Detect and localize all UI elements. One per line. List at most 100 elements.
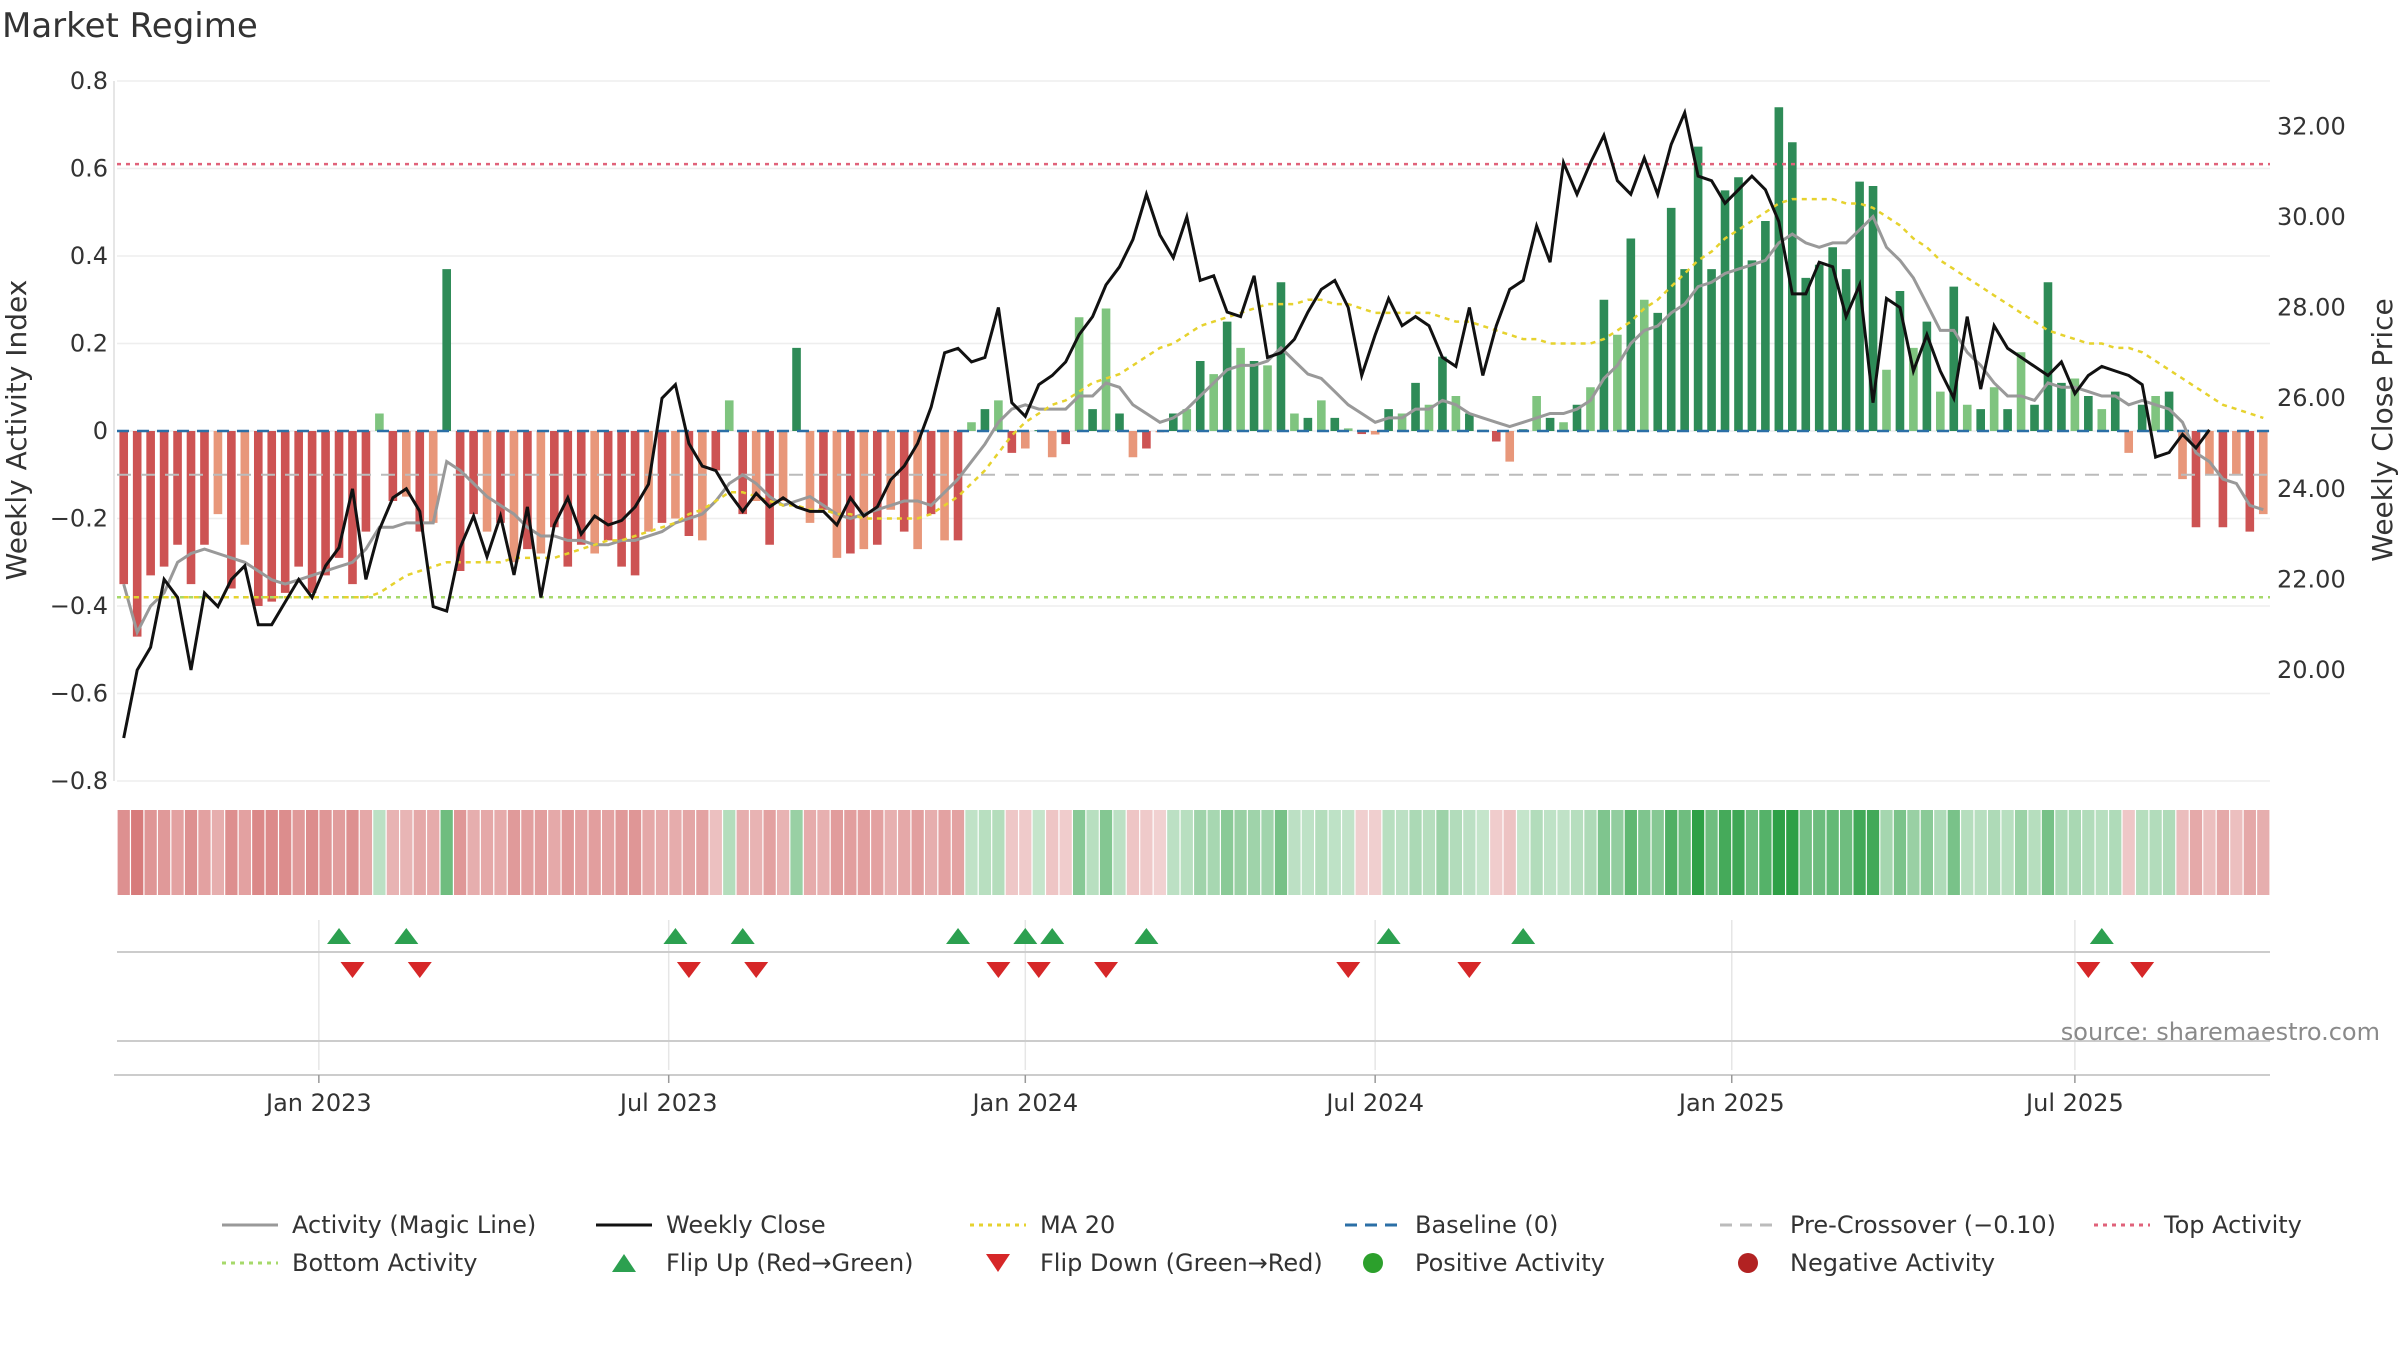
regime-cell — [1019, 810, 1032, 895]
regime-cell — [2230, 810, 2243, 895]
activity-bar — [617, 431, 626, 567]
legend-swatch-dot — [1363, 1253, 1383, 1273]
activity-bar — [603, 431, 613, 541]
activity-bar — [523, 431, 532, 550]
activity-bar — [294, 431, 303, 567]
activity-bar — [1707, 269, 1716, 431]
legend-item: MA 20 — [970, 1211, 1115, 1239]
y-tick-label: 0.6 — [70, 155, 108, 183]
regime-cell — [2162, 810, 2176, 895]
regime-cell — [1422, 810, 1436, 895]
regime-cell — [480, 810, 494, 895]
regime-cell — [131, 810, 144, 895]
flip-up-marker — [327, 928, 352, 944]
y-tick-label: 0.8 — [70, 67, 108, 95]
activity-bar — [146, 431, 155, 576]
x-tick-label: Jul 2024 — [1324, 1089, 1424, 1117]
y-axis-label: Weekly Activity Index — [0, 280, 33, 581]
regime-cell — [857, 810, 870, 895]
regime-cell — [776, 810, 790, 895]
activity-bar — [2084, 396, 2093, 431]
regime-cell — [413, 810, 426, 895]
regime-cell — [1436, 810, 1449, 895]
flip-up-marker — [1511, 928, 1536, 944]
legend-label: Positive Activity — [1415, 1249, 1605, 1277]
activity-bar — [1317, 400, 1326, 431]
activity-bar — [926, 431, 936, 515]
regime-cell — [1651, 810, 1664, 895]
regime-cell — [507, 810, 521, 895]
regime-cell — [1221, 810, 1234, 895]
regime-cell — [1261, 810, 1274, 895]
regime-cell — [427, 810, 440, 895]
regime-cell — [2095, 810, 2108, 895]
regime-cell — [2243, 810, 2256, 895]
legend-item: Flip Up (Red→Green) — [612, 1249, 914, 1277]
regime-cell — [2014, 810, 2028, 895]
regime-cell — [1732, 810, 1745, 895]
regime-cell — [1866, 810, 1880, 895]
regime-cell — [252, 810, 265, 895]
regime-cell — [238, 810, 251, 895]
activity-bar — [711, 431, 721, 471]
x-tick-label: Jan 2024 — [970, 1089, 1078, 1117]
activity-bar — [1936, 391, 1945, 431]
activity-bar — [2151, 396, 2160, 431]
activity-bar — [846, 431, 855, 554]
regime-cell — [332, 810, 346, 895]
activity-bar — [967, 422, 976, 431]
regime-cell — [1584, 810, 1597, 895]
activity-bar — [872, 431, 882, 545]
activity-bar — [819, 431, 828, 510]
regime-cell — [1369, 810, 1382, 895]
regime-cell — [1786, 810, 1799, 895]
legend-label: Flip Up (Red→Green) — [666, 1249, 914, 1277]
regime-cell — [1342, 810, 1355, 895]
activity-bar — [1949, 286, 1959, 431]
ma20-series — [123, 197, 2264, 599]
flip-down-marker — [1026, 962, 1051, 978]
activity-bar — [751, 431, 761, 501]
regime-cell — [454, 810, 467, 895]
regime-cell — [561, 810, 574, 895]
regime-cell — [1893, 810, 1907, 895]
regime-cell — [1705, 810, 1718, 895]
activity-bar — [2245, 431, 2255, 532]
regime-cell — [1530, 810, 1543, 895]
activity-bar — [1532, 396, 1541, 431]
activity-bar — [1424, 404, 1434, 431]
regime-cell — [2028, 810, 2041, 895]
legend-item: Pre-Crossover (−0.10) — [1720, 1211, 2056, 1239]
regime-cell — [2122, 810, 2135, 895]
regime-cell — [1840, 810, 1853, 895]
regime-cell — [1140, 810, 1153, 895]
regime-cell — [1355, 810, 1368, 895]
regime-cell — [588, 810, 601, 895]
flip-up-marker — [1376, 928, 1401, 944]
regime-heat-strip — [117, 810, 2270, 895]
regime-cell — [2176, 810, 2189, 895]
legend-swatch-dot — [1738, 1253, 1758, 1273]
source-label: source: sharemaestro.com — [2061, 1018, 2380, 1046]
legend-label: Top Activity — [2163, 1211, 2302, 1239]
regime-cell — [117, 810, 130, 895]
activity-bar — [2043, 282, 2053, 431]
regime-cell — [1180, 810, 1193, 895]
regime-cell — [1274, 810, 1288, 895]
regime-cell — [655, 810, 669, 895]
regime-cell — [817, 810, 830, 895]
activity-bar — [1169, 413, 1178, 431]
regime-cell — [1678, 810, 1691, 895]
activity-bar — [832, 431, 842, 558]
activity-bar — [1626, 238, 1636, 431]
activity-bar — [1330, 417, 1340, 431]
regime-cell — [359, 810, 373, 895]
activity-bar — [2258, 431, 2268, 515]
regime-cell — [1194, 810, 1207, 895]
regime-cell — [1463, 810, 1476, 895]
activity-bar — [1855, 181, 1864, 431]
y-tick-label: −0.4 — [50, 592, 108, 620]
activity-bar — [899, 431, 909, 532]
regime-cell — [1382, 810, 1395, 895]
